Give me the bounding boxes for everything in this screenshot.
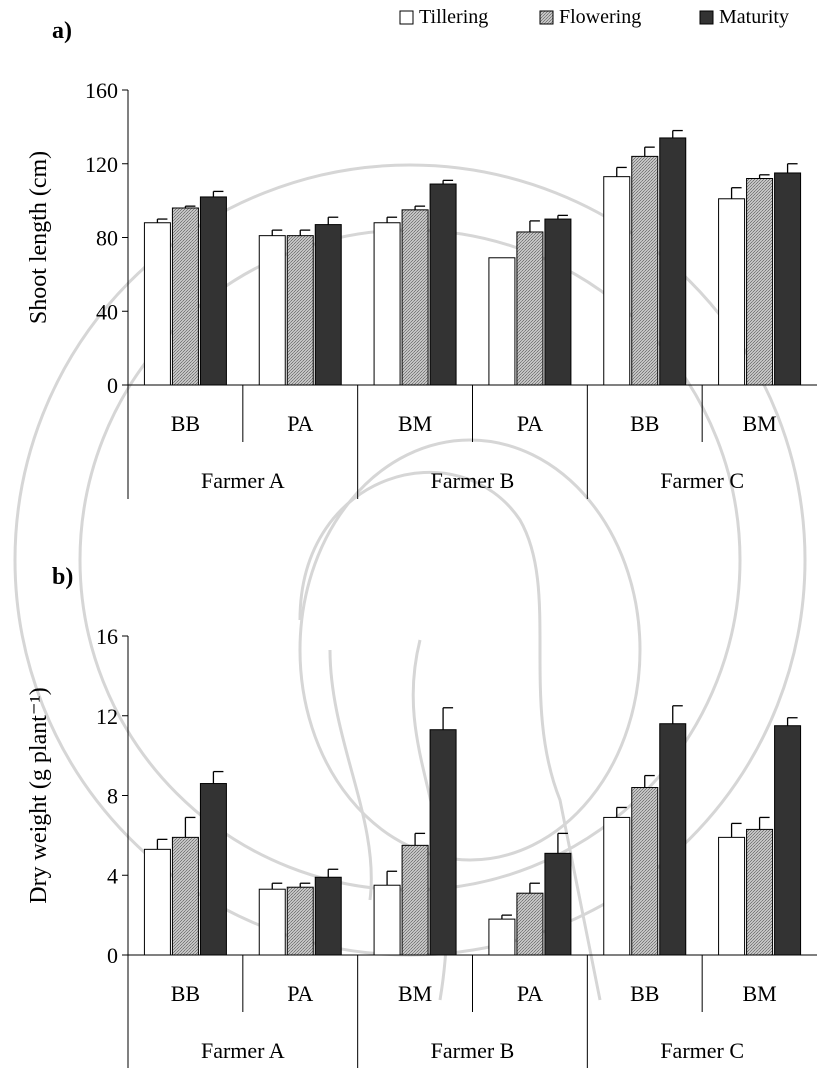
category-label: BB: [171, 981, 200, 1006]
group-label: Farmer C: [660, 1038, 744, 1063]
bar-flowering-bm-5: [746, 828, 774, 956]
bar-maturity-bm-2: [429, 729, 457, 956]
bar-maturity-bm-5: [774, 172, 802, 386]
group-label: Farmer B: [431, 1038, 515, 1063]
bar-flowering-bb-0: [171, 836, 199, 956]
bar-flowering-pa-1: [286, 235, 314, 386]
bar-maturity-bb-4: [659, 723, 687, 956]
bar-tillering-bb-4: [603, 176, 631, 386]
bar-tillering-bm-5: [718, 836, 746, 956]
legend-swatch-flowering: [539, 10, 554, 25]
legend-label-flowering: Flowering: [559, 6, 641, 28]
y-tick-label: 8: [107, 784, 118, 809]
panel-label: b): [52, 564, 73, 590]
bar-tillering-pa-1: [258, 888, 286, 956]
category-label: BB: [630, 411, 659, 436]
y-tick-label: 80: [96, 226, 118, 251]
bar-flowering-pa-1: [286, 886, 314, 956]
bar-maturity-pa-1: [314, 876, 342, 956]
bar-flowering-bm-2: [401, 844, 429, 956]
y-tick-label: 16: [96, 624, 118, 649]
y-tick-label: 160: [85, 78, 118, 103]
y-tick-label: 120: [85, 152, 118, 177]
legend-label-maturity: Maturity: [719, 6, 789, 28]
bar-maturity-pa-3: [544, 218, 572, 386]
category-label: PA: [517, 981, 543, 1006]
legend: Tillering Flowering Maturity: [399, 6, 789, 28]
bar-tillering-bb-0: [143, 848, 171, 956]
panel-b-dry-weight: b) Dry weight (g plant⁻¹) 0 4 8 12 16 BB PA BM PA B…: [26, 564, 817, 1068]
legend-swatch-tillering: [399, 10, 414, 25]
category-label: PA: [287, 981, 313, 1006]
category-label: BB: [171, 411, 200, 436]
bar-maturity-bb-0: [199, 783, 227, 956]
bar-tillering-bm-2: [373, 222, 401, 386]
bar-maturity-bb-4: [659, 137, 687, 386]
bar-tillering-bb-4: [603, 816, 631, 956]
y-tick-label: 0: [107, 373, 118, 398]
bar-tillering-bm-5: [718, 198, 746, 386]
y-tick-label: 0: [107, 943, 118, 968]
panel-a-shoot-length: a) Shoot length (cm) 0 40 80 120 160 BB PA BM PA BB…: [26, 18, 817, 499]
category-label: PA: [517, 411, 543, 436]
y-tick-label: 4: [107, 863, 118, 888]
bar-flowering-bb-4: [631, 155, 659, 386]
category-label: PA: [287, 411, 313, 436]
bar-tillering-bb-0: [143, 222, 171, 386]
category-label: BM: [398, 981, 432, 1006]
bar-maturity-bm-5: [774, 725, 802, 956]
y-tick-label: 12: [96, 704, 118, 729]
bar-maturity-bm-2: [429, 183, 457, 386]
bar-tillering-pa-1: [258, 235, 286, 386]
y-axis-title: Shoot length (cm): [26, 151, 52, 324]
bar-tillering-pa-3: [488, 918, 516, 956]
group-label: Farmer A: [201, 1038, 285, 1063]
bar-maturity-bb-0: [199, 196, 227, 386]
y-axis-title: Dry weight (g plant⁻¹): [26, 687, 52, 903]
bar-flowering-bb-4: [631, 787, 659, 956]
y-tick-label: 40: [96, 299, 118, 324]
bar-tillering-pa-3: [488, 257, 516, 386]
bar-maturity-pa-3: [544, 852, 572, 956]
group-label: Farmer B: [431, 468, 515, 493]
category-label: BB: [630, 981, 659, 1006]
legend-label-tillering: Tillering: [419, 6, 488, 28]
group-label: Farmer C: [660, 468, 744, 493]
category-label: BM: [398, 411, 432, 436]
bar-flowering-bb-0: [171, 207, 199, 386]
legend-swatch-maturity: [699, 10, 714, 25]
bar-flowering-bm-5: [746, 178, 774, 386]
group-label: Farmer A: [201, 468, 285, 493]
bar-tillering-bm-2: [373, 884, 401, 956]
bar-flowering-pa-3: [516, 892, 544, 956]
bar-flowering-bm-2: [401, 209, 429, 386]
bar-flowering-pa-3: [516, 231, 544, 386]
panel-label: a): [52, 18, 72, 44]
category-label: BM: [742, 981, 776, 1006]
bar-maturity-pa-1: [314, 224, 342, 386]
category-label: BM: [742, 411, 776, 436]
